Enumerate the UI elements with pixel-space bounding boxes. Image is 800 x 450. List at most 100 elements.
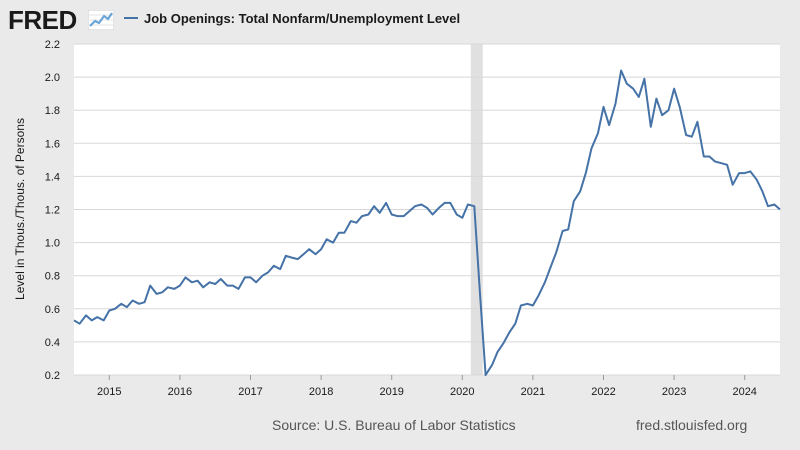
data-point[interactable] [618,68,624,74]
data-point[interactable] [512,321,518,327]
data-point[interactable] [265,269,271,275]
data-point[interactable] [560,228,566,234]
data-point[interactable] [765,203,771,209]
data-point[interactable] [313,251,319,257]
data-point[interactable] [283,253,289,259]
data-point[interactable] [771,202,777,208]
data-point[interactable] [589,145,595,151]
data-point[interactable] [353,220,359,226]
data-point[interactable] [495,349,501,355]
data-point[interactable] [230,283,236,289]
data-point[interactable] [613,101,619,107]
data-point[interactable] [530,303,536,309]
data-point[interactable] [165,284,171,290]
data-point[interactable] [236,286,242,292]
data-point[interactable] [383,200,389,206]
data-point[interactable] [747,168,753,174]
data-point[interactable] [641,76,647,82]
data-point[interactable] [253,279,259,285]
data-point[interactable] [500,341,506,347]
data-point[interactable] [359,213,365,219]
data-point[interactable] [483,372,489,378]
data-point[interactable] [306,246,312,252]
data-point[interactable] [465,202,471,208]
data-point[interactable] [636,94,642,100]
data-point[interactable] [377,210,383,216]
data-point[interactable] [442,200,448,206]
data-point[interactable] [706,154,712,160]
data-point[interactable] [189,279,195,285]
data-point[interactable] [583,170,589,176]
data-point[interactable] [424,205,430,211]
data-point[interactable] [418,202,424,208]
data-point[interactable] [630,86,636,92]
data-point[interactable] [683,132,689,138]
data-point[interactable] [436,205,442,211]
data-point[interactable] [277,266,283,272]
data-point[interactable] [701,154,707,160]
data-point[interactable] [648,124,654,130]
data-point[interactable] [318,246,324,252]
data-point[interactable] [624,81,630,87]
fred-logo[interactable]: FRED [8,5,77,35]
data-point[interactable] [548,264,554,270]
data-point[interactable] [218,276,224,282]
data-point[interactable] [260,273,266,279]
data-point[interactable] [142,299,148,305]
data-point[interactable] [71,317,77,323]
data-point[interactable] [459,215,465,221]
data-point[interactable] [730,182,736,188]
data-point[interactable] [595,130,601,136]
data-point[interactable] [507,329,513,335]
data-point[interactable] [606,122,612,128]
data-point[interactable] [212,281,218,287]
data-point[interactable] [389,212,395,218]
data-point[interactable] [477,289,483,295]
data-point[interactable] [171,286,177,292]
data-point[interactable] [207,279,213,285]
data-point[interactable] [412,203,418,209]
data-point[interactable] [118,301,124,307]
data-point[interactable] [83,312,89,318]
data-point[interactable] [677,104,683,110]
data-point[interactable] [200,284,206,290]
data-point[interactable] [742,170,748,176]
data-point[interactable] [518,303,524,309]
data-point[interactable] [183,274,189,280]
data-point[interactable] [130,298,136,304]
data-point[interactable] [195,278,201,284]
data-point[interactable] [724,162,730,168]
data-point[interactable] [394,213,400,219]
data-point[interactable] [689,134,695,140]
data-point[interactable] [447,200,453,206]
data-point[interactable] [524,301,530,307]
data-point[interactable] [106,308,112,314]
data-point[interactable] [471,203,477,209]
data-point[interactable] [777,207,783,213]
data-point[interactable] [348,218,354,224]
data-point[interactable] [124,304,130,310]
data-point[interactable] [571,198,577,204]
data-point[interactable] [666,107,672,113]
data-point[interactable] [542,279,548,285]
data-point[interactable] [406,208,412,214]
data-point[interactable] [365,212,371,218]
data-point[interactable] [489,362,495,368]
data-point[interactable] [330,240,336,246]
data-point[interactable] [754,177,760,183]
data-point[interactable] [301,251,307,257]
data-point[interactable] [736,170,742,176]
data-point[interactable] [136,301,142,307]
data-point[interactable] [159,289,165,295]
data-point[interactable] [77,321,83,327]
data-point[interactable] [248,274,254,280]
data-point[interactable] [536,293,542,299]
data-point[interactable] [295,256,301,262]
data-point[interactable] [101,317,107,323]
data-point[interactable] [154,291,160,297]
data-point[interactable] [577,188,583,194]
data-point[interactable] [718,160,724,166]
data-point[interactable] [336,230,342,236]
data-point[interactable] [271,263,277,269]
data-point[interactable] [147,283,153,289]
